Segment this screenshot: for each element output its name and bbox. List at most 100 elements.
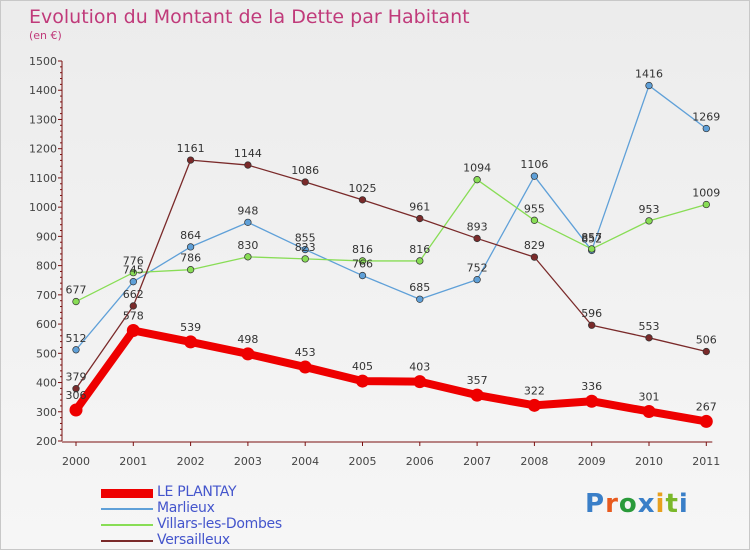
data-label-le-plantay: 498 bbox=[237, 333, 258, 346]
data-point-versailleux bbox=[588, 321, 596, 329]
data-label-le-plantay: 301 bbox=[639, 390, 660, 403]
data-point-le-plantay bbox=[69, 403, 83, 417]
data-point-versailleux bbox=[301, 178, 309, 186]
data-point-villars-les-dombes bbox=[416, 257, 424, 265]
data-label-marlieux: 745 bbox=[123, 264, 144, 277]
y-tick-label: 1400 bbox=[29, 84, 57, 97]
data-point-marlieux bbox=[129, 278, 137, 286]
data-point-villars-les-dombes bbox=[645, 217, 653, 225]
data-label-marlieux: 752 bbox=[467, 262, 488, 275]
y-tick-label: 1100 bbox=[29, 172, 57, 185]
series-layer bbox=[69, 81, 713, 428]
data-point-versailleux bbox=[129, 302, 137, 310]
data-label-le-plantay: 539 bbox=[180, 321, 201, 334]
y-tick-label: 200 bbox=[36, 435, 57, 448]
data-point-villars-les-dombes bbox=[244, 253, 252, 261]
data-point-versailleux bbox=[416, 214, 424, 223]
data-point-villars-les-dombes bbox=[186, 266, 195, 274]
logo-letter: P bbox=[585, 489, 606, 519]
y-tick-label: 1300 bbox=[29, 113, 57, 126]
data-point-marlieux bbox=[645, 81, 653, 90]
data-label-villars-les-dombes: 677 bbox=[66, 284, 87, 297]
data-label-marlieux: 685 bbox=[409, 281, 430, 294]
x-tick-label: 2008 bbox=[520, 455, 548, 468]
data-label-le-plantay: 357 bbox=[467, 374, 488, 387]
data-label-versailleux: 1086 bbox=[291, 164, 319, 177]
x-tick-label: 2000 bbox=[62, 455, 90, 468]
data-label-villars-les-dombes: 823 bbox=[295, 241, 316, 254]
data-point-villars-les-dombes bbox=[530, 216, 539, 224]
data-point-marlieux bbox=[244, 218, 252, 227]
data-label-marlieux: 512 bbox=[66, 332, 87, 345]
x-tick-label: 2003 bbox=[234, 455, 262, 468]
data-label-versailleux: 961 bbox=[409, 201, 430, 214]
x-tick-label: 2011 bbox=[692, 455, 720, 468]
data-label-versailleux: 662 bbox=[123, 288, 144, 301]
data-point-versailleux bbox=[645, 334, 653, 342]
data-label-villars-les-dombes: 953 bbox=[639, 203, 660, 216]
data-label-villars-les-dombes: 786 bbox=[180, 252, 201, 265]
series-line-marlieux bbox=[75, 84, 707, 351]
data-point-le-plantay bbox=[241, 347, 255, 361]
x-tick-label: 2010 bbox=[635, 455, 663, 468]
data-label-le-plantay: 405 bbox=[352, 360, 373, 373]
data-label-versailleux: 553 bbox=[639, 320, 660, 333]
data-point-marlieux bbox=[473, 275, 481, 284]
x-tick-label: 2007 bbox=[463, 455, 491, 468]
data-label-marlieux: 852 bbox=[581, 232, 602, 245]
data-label-le-plantay: 322 bbox=[524, 384, 545, 397]
logo-letter: o bbox=[618, 489, 638, 519]
data-label-marlieux: 864 bbox=[180, 229, 201, 242]
data-label-villars-les-dombes: 1094 bbox=[463, 162, 491, 175]
data-label-villars-les-dombes: 816 bbox=[352, 243, 373, 256]
data-point-le-plantay bbox=[699, 414, 713, 428]
data-point-le-plantay bbox=[527, 398, 541, 412]
data-label-marlieux: 766 bbox=[352, 258, 373, 271]
data-point-villars-les-dombes bbox=[588, 245, 596, 253]
legend-swatch-le-plantay bbox=[101, 488, 153, 498]
data-label-le-plantay: 336 bbox=[581, 380, 602, 393]
y-tick-label: 1500 bbox=[29, 55, 57, 68]
series-line-villars-les-dombes bbox=[75, 179, 707, 303]
series-line-le-plantay bbox=[72, 326, 711, 426]
data-point-villars-les-dombes bbox=[72, 297, 80, 306]
legend-label-villars-les-dombes: Villars-les-Dombes bbox=[157, 516, 282, 532]
data-label-villars-les-dombes: 830 bbox=[237, 239, 258, 252]
legend-swatch-marlieux bbox=[101, 508, 153, 510]
series-line-versailleux bbox=[75, 159, 707, 390]
data-labels: 512 745 864 948 855 766 685 752 1106 852 1416 1269 6… bbox=[66, 68, 721, 414]
y-tick-label: 500 bbox=[36, 347, 57, 360]
proxiti-logo: Proxiti bbox=[585, 489, 689, 519]
data-label-marlieux: 1269 bbox=[692, 111, 720, 124]
data-point-le-plantay bbox=[585, 394, 599, 408]
logo-letter: i bbox=[678, 489, 689, 519]
data-label-le-plantay: 403 bbox=[409, 361, 430, 374]
data-point-le-plantay bbox=[126, 324, 140, 338]
data-point-versailleux bbox=[186, 156, 195, 164]
legend-label-marlieux: Marlieux bbox=[157, 500, 215, 516]
data-point-versailleux bbox=[473, 234, 481, 243]
data-point-marlieux bbox=[301, 245, 309, 254]
legend-swatch-versailleux bbox=[101, 540, 153, 542]
data-label-marlieux: 948 bbox=[237, 204, 258, 217]
data-label-villars-les-dombes: 955 bbox=[524, 202, 545, 215]
data-label-versailleux: 1161 bbox=[177, 142, 205, 155]
y-tick-label: 400 bbox=[36, 377, 57, 390]
data-label-le-plantay: 578 bbox=[123, 310, 144, 323]
data-label-le-plantay: 306 bbox=[66, 389, 87, 402]
logo-letter: i bbox=[655, 489, 666, 519]
data-point-le-plantay bbox=[470, 388, 484, 402]
data-label-versailleux: 829 bbox=[524, 239, 545, 252]
data-label-marlieux: 1416 bbox=[635, 68, 663, 81]
logo-letter: x bbox=[637, 489, 656, 519]
data-point-versailleux bbox=[244, 161, 252, 169]
data-label-marlieux: 855 bbox=[295, 232, 316, 245]
x-tick-label: 2001 bbox=[119, 455, 147, 468]
data-point-marlieux bbox=[186, 243, 195, 251]
data-label-le-plantay: 453 bbox=[295, 346, 316, 359]
data-label-villars-les-dombes: 857 bbox=[581, 231, 602, 244]
data-label-villars-les-dombes: 816 bbox=[409, 243, 430, 256]
data-point-villars-les-dombes bbox=[301, 255, 309, 263]
data-label-versailleux: 1025 bbox=[349, 182, 377, 195]
